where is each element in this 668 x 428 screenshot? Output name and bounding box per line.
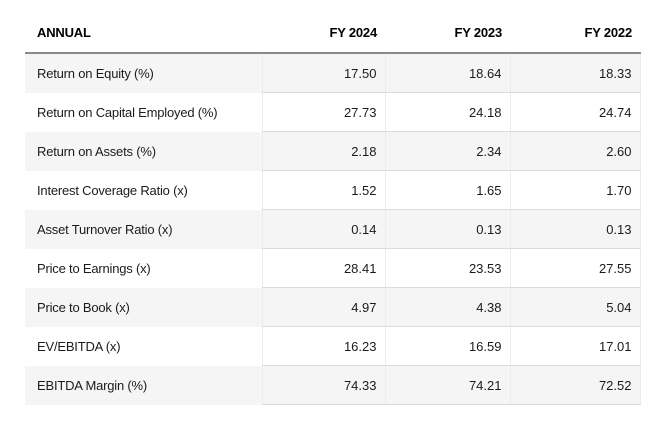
annual-ratios-table-container: ANNUAL FY 2024 FY 2023 FY 2022 Return on… — [25, 12, 641, 405]
table-row-ebitda-margin: EBITDA Margin (%) 74.33 74.21 72.52 — [25, 365, 641, 405]
metric-value: 4.97 — [261, 287, 385, 327]
metric-value: 74.21 — [384, 365, 510, 405]
metric-value: 2.60 — [509, 131, 641, 171]
metric-value: 1.65 — [384, 170, 510, 210]
metric-value: 18.33 — [509, 53, 641, 93]
table-row-price-to-book: Price to Book (x) 4.97 4.38 5.04 — [25, 287, 641, 327]
metric-label: EV/EBITDA (x) — [37, 338, 121, 354]
metric-value: 0.13 — [384, 209, 510, 249]
metric-label: Asset Turnover Ratio (x) — [37, 221, 173, 237]
metric-label: EBITDA Margin (%) — [37, 377, 148, 393]
metric-label: Return on Equity (%) — [37, 65, 154, 81]
metric-label: Price to Earnings (x) — [37, 260, 151, 276]
metric-value: 24.74 — [509, 92, 641, 132]
header-row: ANNUAL FY 2024 FY 2023 FY 2022 — [25, 12, 640, 54]
table-row-asset-turnover-ratio: Asset Turnover Ratio (x) 0.14 0.13 0.13 — [25, 209, 641, 249]
metric-value: 2.34 — [384, 131, 510, 171]
column-header-fy2023: FY 2023 — [385, 12, 510, 54]
metric-value: 2.18 — [261, 131, 385, 171]
annual-ratios-table: ANNUAL FY 2024 FY 2023 FY 2022 Return on… — [25, 12, 641, 405]
metric-value: 0.13 — [509, 209, 641, 249]
metric-value: 24.18 — [384, 92, 510, 132]
metric-value: 74.33 — [261, 365, 385, 405]
table-row-price-to-earnings: Price to Earnings (x) 28.41 23.53 27.55 — [25, 248, 641, 288]
metric-value: 27.73 — [261, 92, 385, 132]
metric-value: 18.64 — [384, 53, 510, 93]
metric-label: Interest Coverage Ratio (x) — [37, 182, 188, 198]
metric-value: 28.41 — [261, 248, 385, 288]
metric-value: 23.53 — [384, 248, 510, 288]
metric-value: 4.38 — [384, 287, 510, 327]
metric-label: Return on Capital Employed (%) — [37, 104, 218, 120]
metric-value: 17.01 — [509, 326, 641, 366]
table-row-interest-coverage-ratio: Interest Coverage Ratio (x) 1.52 1.65 1.… — [25, 170, 641, 210]
metric-value: 17.50 — [261, 53, 385, 93]
column-header-fy2024: FY 2024 — [262, 12, 385, 54]
table-row-return-on-assets: Return on Assets (%) 2.18 2.34 2.60 — [25, 131, 641, 171]
metric-value: 1.70 — [509, 170, 641, 210]
metric-label: Price to Book (x) — [37, 299, 130, 315]
metric-value: 5.04 — [509, 287, 641, 327]
table-row-return-on-equity: Return on Equity (%) 17.50 18.64 18.33 — [25, 53, 641, 93]
metric-value: 27.55 — [509, 248, 641, 288]
table-row-return-on-capital-employed: Return on Capital Employed (%) 27.73 24.… — [25, 92, 641, 132]
metric-label: Return on Assets (%) — [37, 143, 156, 159]
metric-value: 1.52 — [261, 170, 385, 210]
metric-value: 72.52 — [509, 365, 641, 405]
column-header-annual: ANNUAL — [25, 12, 262, 54]
metric-value: 0.14 — [261, 209, 385, 249]
column-header-fy2022: FY 2022 — [510, 12, 640, 54]
table-row-ev-ebitda: EV/EBITDA (x) 16.23 16.59 17.01 — [25, 326, 641, 366]
metric-value: 16.23 — [261, 326, 385, 366]
metric-value: 16.59 — [384, 326, 510, 366]
